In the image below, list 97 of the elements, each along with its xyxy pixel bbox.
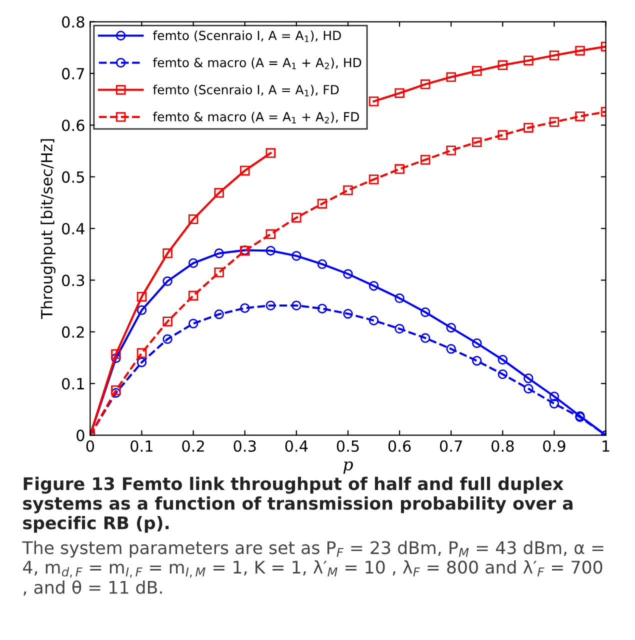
point bbox=[575, 111, 585, 122]
legend-label: femto (Scenraio I, A = A$_{1}$), HD bbox=[152, 30, 341, 42]
point bbox=[394, 164, 404, 174]
x-tick-label: 0.4 bbox=[285, 440, 308, 452]
x-axis-title: p bbox=[343, 461, 353, 474]
y-tick-label: 0.6 bbox=[62, 120, 84, 132]
point bbox=[240, 166, 250, 176]
point bbox=[524, 384, 534, 394]
point bbox=[420, 154, 430, 165]
x-tick-label: 0.5 bbox=[336, 440, 359, 452]
x-tick-label: 0.7 bbox=[440, 440, 462, 452]
point bbox=[111, 349, 121, 359]
point bbox=[549, 117, 560, 127]
point bbox=[162, 248, 172, 258]
point bbox=[343, 269, 353, 279]
legend-label: femto & macro (A = A$_{1}$ + A$_{2}$), HD bbox=[152, 58, 362, 70]
point bbox=[162, 276, 172, 286]
point bbox=[394, 293, 404, 304]
point bbox=[446, 322, 456, 333]
point bbox=[498, 60, 508, 70]
x-tick-label: 0.1 bbox=[130, 440, 152, 452]
point bbox=[472, 356, 482, 366]
point bbox=[188, 290, 198, 301]
y-tick-label: 0.8 bbox=[62, 16, 84, 28]
point bbox=[368, 316, 379, 326]
x-tick-label: 0.8 bbox=[492, 440, 514, 452]
legend-label: femto & macro (A = A$_{1}$ + A$_{2}$), FD bbox=[152, 112, 359, 124]
x-tick-label: 0.3 bbox=[234, 440, 256, 452]
point bbox=[214, 188, 224, 198]
point bbox=[498, 369, 508, 380]
point bbox=[214, 248, 224, 258]
point bbox=[420, 333, 430, 343]
x-tick-label: 0.6 bbox=[388, 440, 411, 452]
point bbox=[549, 50, 560, 60]
caption: Figure 13 Femto link throughput of half and full duplex systems as a function of transmission probability over a specific RB (p). bbox=[23, 476, 573, 533]
point bbox=[292, 251, 302, 261]
point bbox=[214, 309, 224, 320]
point bbox=[446, 72, 456, 82]
point bbox=[446, 146, 456, 156]
point bbox=[498, 354, 508, 365]
point bbox=[472, 137, 482, 148]
point bbox=[136, 292, 147, 302]
text: The system parameters are set as P$_{F}$ = 23 dBm, P$_{M}$ = 43 dBm, α = 4, m$_{d,F}$ = m$_{I,F}$ = m$_{I,M}$ = 1, K = 1, λ′$_{M}$ = 10 , λ$_{F}$ = 800 and λ′$_{F}$ = 700 , and θ = 11 dB. bbox=[22, 540, 604, 596]
point bbox=[136, 357, 147, 368]
point bbox=[188, 214, 198, 224]
point bbox=[524, 122, 534, 133]
point bbox=[343, 185, 353, 196]
point bbox=[343, 308, 353, 319]
y-tick-label: 0.5 bbox=[62, 171, 84, 183]
point bbox=[368, 96, 379, 106]
point bbox=[136, 305, 147, 315]
point bbox=[111, 388, 121, 398]
point bbox=[420, 307, 430, 318]
x-tick-label: 0.9 bbox=[543, 440, 566, 452]
y-tick-label: 0.3 bbox=[62, 274, 84, 286]
x-tick-label: 0 bbox=[86, 440, 94, 452]
point bbox=[575, 46, 585, 56]
point bbox=[292, 300, 302, 310]
x-tick-label: 1 bbox=[602, 440, 610, 452]
point bbox=[292, 212, 302, 222]
y-tick-label: 0 bbox=[76, 430, 84, 442]
point bbox=[524, 56, 534, 66]
legend-label: femto (Scenraio I, A = A$_{1}$), FD bbox=[152, 84, 339, 96]
point bbox=[266, 229, 276, 240]
point bbox=[317, 198, 328, 209]
point bbox=[394, 324, 404, 334]
point bbox=[240, 303, 250, 313]
point bbox=[524, 373, 534, 384]
point bbox=[266, 148, 276, 158]
point bbox=[420, 79, 430, 90]
point bbox=[472, 338, 482, 348]
y-tick-label: 0.1 bbox=[62, 378, 84, 390]
point bbox=[446, 344, 456, 354]
point bbox=[214, 268, 224, 278]
point bbox=[498, 130, 508, 140]
point bbox=[111, 385, 121, 396]
point bbox=[162, 316, 172, 326]
point bbox=[368, 174, 379, 184]
point bbox=[317, 259, 328, 269]
point bbox=[136, 348, 147, 358]
point bbox=[472, 66, 482, 76]
y-tick-label: 0.2 bbox=[62, 326, 84, 338]
point bbox=[368, 280, 379, 291]
point bbox=[162, 334, 172, 344]
point bbox=[111, 353, 121, 364]
point bbox=[266, 300, 276, 310]
y-tick-label: 0.4 bbox=[62, 222, 84, 234]
point bbox=[549, 398, 560, 409]
point bbox=[549, 392, 560, 402]
y-tick-label: 0.7 bbox=[62, 68, 84, 80]
x-tick-label: 0.2 bbox=[182, 440, 204, 452]
point bbox=[188, 258, 198, 268]
point bbox=[188, 318, 198, 328]
point bbox=[394, 88, 404, 98]
point bbox=[266, 246, 276, 256]
y-axis-title: Throughput [bit/sec/Hz] bbox=[40, 139, 56, 320]
point bbox=[317, 304, 328, 314]
